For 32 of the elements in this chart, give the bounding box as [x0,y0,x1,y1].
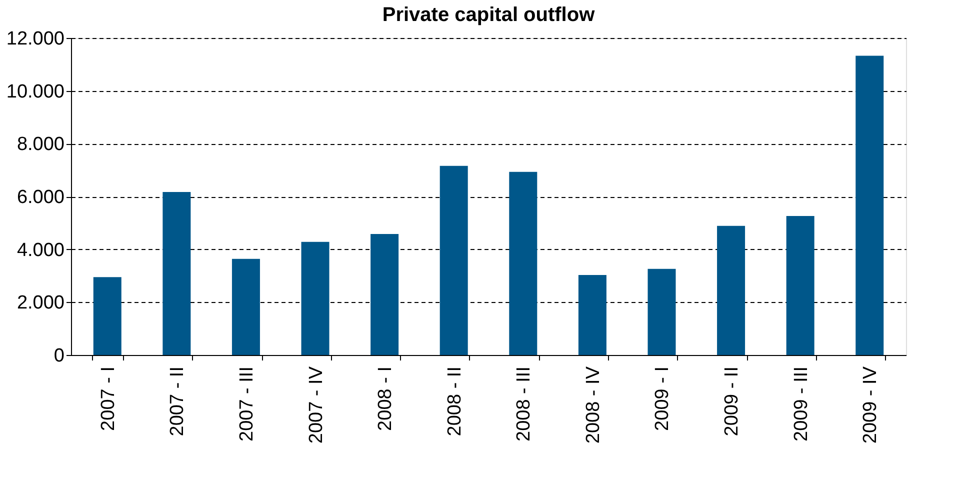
x-tick-label: 2007 - III [236,366,258,442]
bar [93,277,122,355]
chart-title: Private capital outflow [382,4,596,26]
x-tick-label: 2007 - IV [306,366,327,444]
bar [717,226,746,355]
bar [578,274,606,355]
y-tick-label: 8.000 [16,134,64,156]
y-tick-label: 10.000 [6,81,64,102]
bar [440,166,468,355]
x-tick-label: 2009 - III [790,366,812,442]
x-tick-label: 2009 - II [722,366,743,436]
x-tick-label: 2007 - II [167,366,188,436]
y-tick-label: 2.000 [16,292,64,314]
x-tick-label: 2009 - I [652,366,674,431]
y-tick-label: 6.000 [16,187,64,208]
y-tick-label: 12.000 [6,28,64,50]
bar [232,258,260,355]
x-tick-label: 2008 - II [444,366,466,436]
bar [786,216,814,355]
x-tick-label: 2008 - I [375,366,396,431]
bar [162,192,191,355]
bar [856,56,884,355]
bar [509,172,538,355]
bar [370,234,399,355]
bar [648,268,676,355]
x-tick-label: 2009 - IV [860,366,882,444]
y-tick-label: 0 [54,346,64,366]
x-tick-label: 2007 - I [98,366,119,431]
bar [301,242,330,355]
x-tick-label: 2008 - III [514,366,535,442]
y-tick-label: 4.000 [16,240,64,261]
x-tick-label: 2008 - IV [582,366,604,444]
